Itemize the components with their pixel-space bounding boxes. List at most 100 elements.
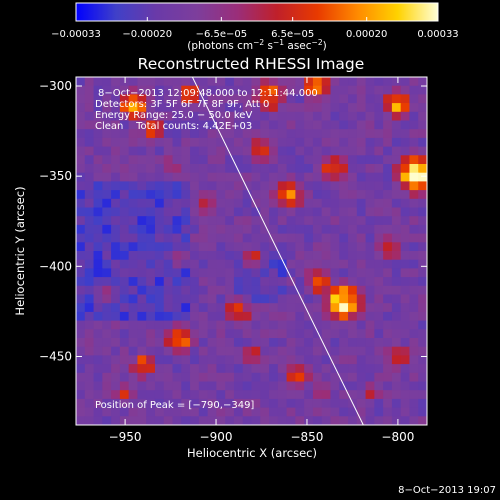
heatmap-cell	[233, 381, 244, 391]
heatmap-cell	[76, 198, 86, 209]
heatmap-cell	[374, 303, 384, 313]
heatmap-cell	[304, 372, 314, 383]
heatmap-cell	[277, 416, 288, 425]
heatmap-cell	[295, 85, 305, 95]
heatmap-cell	[154, 355, 165, 365]
heatmap-cell	[286, 111, 296, 122]
heatmap-cell	[111, 77, 121, 87]
heatmap-cell	[76, 390, 86, 400]
heatmap-cell	[163, 120, 174, 130]
heatmap-cell	[321, 277, 332, 287]
heatmap-cell	[93, 164, 103, 174]
heatmap-cell	[198, 224, 209, 235]
heatmap-cell	[295, 329, 305, 339]
heatmap-cell	[137, 364, 147, 374]
heatmap-cell	[348, 181, 358, 191]
heatmap-cell	[102, 329, 112, 339]
heatmap-cell	[190, 311, 200, 322]
heatmap-cell	[277, 251, 288, 261]
heatmap-cell	[76, 277, 86, 287]
heatmap-cell	[312, 224, 323, 235]
heatmap-cell	[181, 120, 191, 130]
heatmap-cell	[365, 198, 375, 209]
heatmap-cell	[146, 381, 156, 391]
heatmap-cell	[172, 146, 182, 156]
heatmap-cell	[207, 207, 218, 217]
heatmap-cell	[163, 338, 174, 348]
heatmap-cell	[225, 407, 235, 417]
y-tick-label: −300	[39, 79, 72, 93]
heatmap-cell	[198, 372, 209, 383]
info-line-energy: Energy Range: 25.0 − 50.0 keV	[95, 110, 252, 121]
heatmap-cell	[339, 407, 349, 417]
heatmap-cell	[198, 303, 209, 313]
heatmap-cell	[312, 346, 323, 356]
heatmap-cell	[225, 224, 235, 235]
heatmap-cell	[383, 216, 393, 226]
heatmap-cell	[400, 190, 411, 200]
heatmap-cell	[225, 390, 235, 400]
heatmap-cell	[93, 268, 103, 278]
heatmap-cell	[146, 164, 156, 174]
heatmap-cell	[356, 251, 367, 261]
heatmap-cell	[93, 181, 103, 191]
heatmap-cell	[356, 338, 367, 348]
heatmap-cell	[172, 355, 182, 365]
heatmap-cell	[330, 111, 340, 122]
heatmap-cell	[295, 242, 305, 252]
heatmap-cell	[400, 277, 411, 287]
heatmap-cell	[154, 224, 165, 235]
heatmap-cell	[339, 216, 349, 226]
heatmap-cell	[348, 311, 358, 322]
heatmap-cell	[356, 94, 367, 104]
heatmap-cell	[339, 294, 349, 304]
heatmap-cell	[304, 129, 314, 139]
heatmap-cell	[400, 329, 411, 339]
heatmap-cell	[391, 277, 402, 287]
heatmap-cell	[330, 155, 340, 165]
heatmap-cell	[304, 364, 314, 374]
heatmap-cell	[93, 338, 103, 348]
heatmap-cell	[102, 268, 112, 278]
heatmap-cell	[374, 94, 384, 104]
heatmap-cell	[216, 398, 226, 409]
heatmap-cell	[146, 155, 156, 165]
heatmap-cell	[242, 372, 253, 383]
heatmap-cell	[216, 111, 226, 122]
heatmap-cell	[233, 416, 244, 425]
heatmap-cell	[295, 311, 305, 322]
heatmap-cell	[400, 259, 411, 269]
heatmap-cell	[190, 207, 200, 217]
heatmap-cell	[137, 111, 147, 122]
heatmap-cell	[304, 181, 314, 191]
heatmap-cell	[260, 277, 270, 287]
heatmap-cell	[242, 416, 253, 425]
heatmap-cell	[128, 190, 139, 200]
heatmap-cell	[383, 94, 393, 104]
heatmap-cell	[146, 77, 156, 87]
heatmap-cell	[321, 338, 332, 348]
heatmap-cell	[190, 346, 200, 356]
heatmap-cell	[154, 85, 165, 95]
heatmap-cell	[233, 77, 244, 87]
heatmap-cell	[365, 407, 375, 417]
heatmap-cell	[312, 77, 323, 87]
heatmap-cell	[374, 129, 384, 139]
heatmap-cell	[84, 172, 95, 182]
heatmap-cell	[269, 303, 279, 313]
heatmap-cell	[76, 103, 86, 113]
x-tick-label: −800	[381, 430, 414, 444]
heatmap-cell	[391, 103, 402, 113]
heatmap-cell	[225, 416, 235, 425]
heatmap-cell	[172, 207, 182, 217]
heatmap-cell	[277, 94, 288, 104]
heatmap-cell	[225, 311, 235, 322]
heatmap-cell	[233, 320, 244, 330]
heatmap-cell	[84, 311, 95, 322]
heatmap-cell	[111, 364, 121, 374]
heatmap-cell	[190, 268, 200, 278]
heatmap-cell	[163, 155, 174, 165]
heatmap-cell	[137, 277, 147, 287]
heatmap-cell	[383, 155, 393, 165]
heatmap-cell	[330, 355, 340, 365]
